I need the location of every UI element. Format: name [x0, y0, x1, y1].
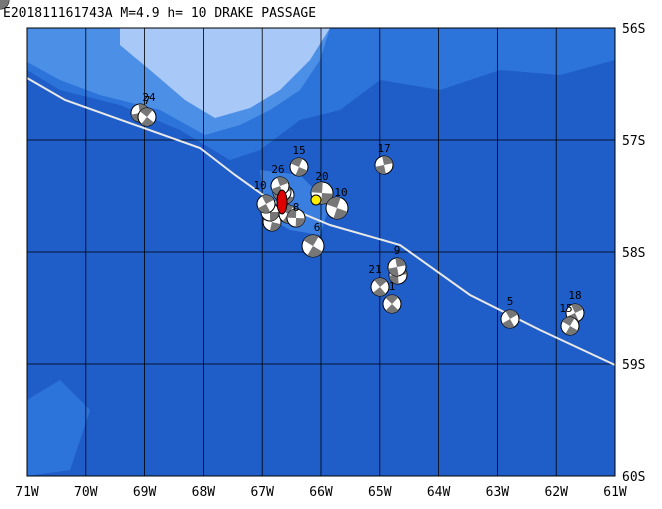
beachball — [374, 155, 394, 175]
event-label: 18 — [568, 289, 581, 302]
beachball — [289, 157, 309, 177]
lat-label: 56S — [622, 22, 645, 37]
beachball-quadrant — [311, 182, 333, 204]
event-label: 26 — [271, 163, 284, 176]
lon-label: 61W — [603, 485, 627, 500]
beachball — [500, 309, 520, 329]
beachball-quadrant — [290, 158, 308, 176]
beachball-quadrant — [388, 258, 406, 276]
beachball — [301, 234, 325, 258]
basin-feature — [27, 380, 90, 476]
beachball-quadrant — [373, 278, 387, 296]
lon-label: 62W — [544, 485, 568, 500]
beachball — [370, 277, 390, 297]
beachball — [325, 196, 349, 220]
map-frame — [26, 27, 616, 477]
beachball — [387, 257, 407, 277]
event-label: 5 — [507, 295, 514, 308]
lat-label: 60S — [622, 470, 645, 485]
beachball-quadrant — [502, 310, 518, 328]
lon-label: 65W — [368, 485, 392, 500]
lon-label: 66W — [309, 485, 333, 500]
lon-label: 67W — [250, 485, 274, 500]
beachball — [382, 294, 402, 314]
event-label: 15 — [559, 302, 572, 315]
lon-label: 69W — [133, 485, 157, 500]
beachball — [256, 194, 276, 214]
event-label: 10 — [253, 179, 266, 192]
event-label: 10 — [334, 186, 347, 199]
beachball — [560, 316, 580, 336]
beachball-quadrant — [562, 317, 578, 335]
beachball-quadrant — [258, 195, 274, 213]
event-label: 17 — [377, 142, 390, 155]
event-label: 20 — [315, 170, 328, 183]
lon-label: 71W — [15, 485, 39, 500]
lon-label: 63W — [486, 485, 510, 500]
event-label: 8 — [293, 201, 300, 214]
event-label: 7 — [144, 94, 151, 107]
lon-label: 68W — [192, 485, 216, 500]
main-event — [276, 189, 288, 215]
beachball-quadrant — [287, 209, 305, 227]
event-label: 24 — [142, 91, 156, 104]
beachball — [137, 107, 157, 127]
title: E201811161743A M=4.9 h= 10 DRAKE PASSAGE — [3, 6, 316, 21]
beachball-quadrant — [140, 108, 154, 126]
beachball-quadrant — [0, 0, 9, 9]
lat-label: 57S — [622, 134, 645, 149]
event-label: 1 — [389, 280, 396, 293]
beachball — [0, 0, 10, 10]
beachball-quadrant — [385, 295, 399, 313]
lon-label: 70W — [74, 485, 98, 500]
event-label: 9 — [394, 244, 401, 257]
event-label: 15 — [292, 144, 305, 157]
beachball-quadrant — [326, 197, 348, 219]
beachball-quadrant — [375, 156, 393, 174]
event-label: 21 — [368, 263, 381, 276]
lat-label: 59S — [622, 358, 645, 373]
beachball-quadrant — [271, 177, 289, 195]
beachball — [286, 208, 306, 228]
lat-label: 58S — [622, 246, 645, 261]
shelf — [120, 28, 330, 118]
lon-label: 64W — [427, 485, 451, 500]
beachball-quadrant — [303, 235, 323, 257]
epicenter — [310, 194, 322, 206]
event-label: 6 — [314, 221, 321, 234]
